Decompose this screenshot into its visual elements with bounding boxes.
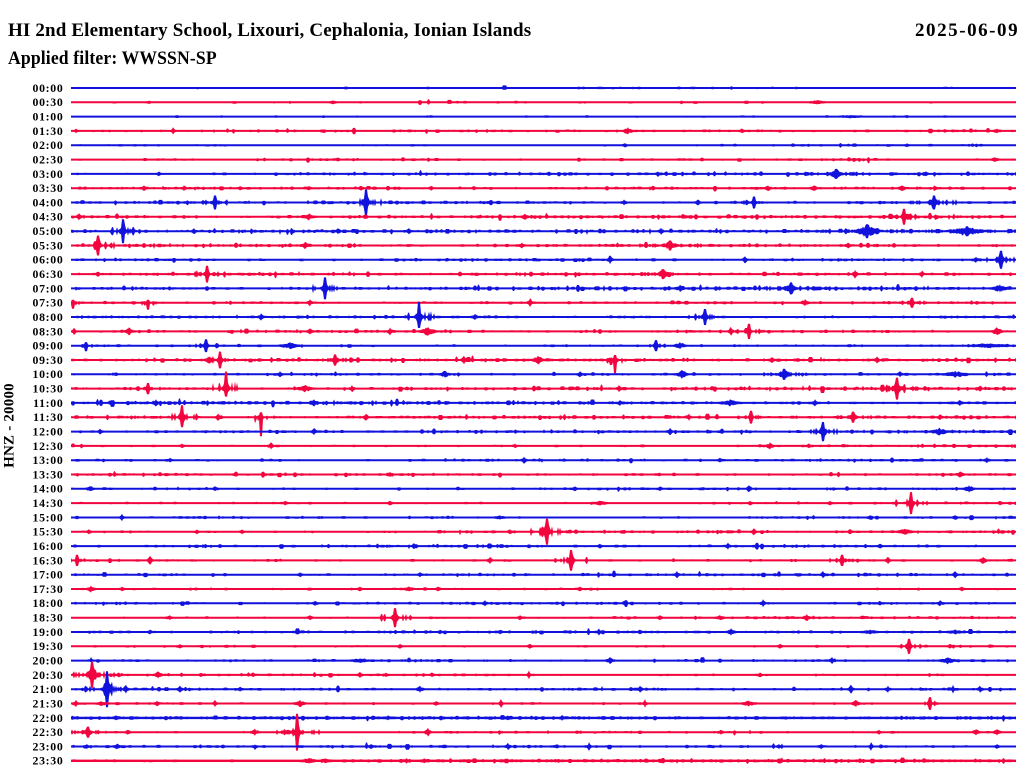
svg-text:18:30: 18:30 xyxy=(32,611,63,625)
svg-text:14:00: 14:00 xyxy=(32,482,63,496)
svg-text:22:30: 22:30 xyxy=(32,725,63,739)
svg-text:03:00: 03:00 xyxy=(32,167,63,181)
svg-text:09:30: 09:30 xyxy=(32,353,63,367)
svg-text:05:00: 05:00 xyxy=(32,224,63,238)
svg-text:11:00: 11:00 xyxy=(33,396,63,410)
svg-text:08:00: 08:00 xyxy=(32,310,63,324)
svg-text:21:30: 21:30 xyxy=(32,696,63,710)
svg-text:15:00: 15:00 xyxy=(32,510,63,524)
svg-text:19:00: 19:00 xyxy=(32,625,63,639)
svg-text:04:30: 04:30 xyxy=(32,210,63,224)
svg-text:07:00: 07:00 xyxy=(32,281,63,295)
svg-text:13:30: 13:30 xyxy=(32,467,63,481)
svg-text:20:00: 20:00 xyxy=(32,654,63,668)
svg-text:16:30: 16:30 xyxy=(32,553,63,567)
svg-text:09:00: 09:00 xyxy=(32,339,63,353)
svg-text:01:30: 01:30 xyxy=(32,124,63,138)
svg-text:18:00: 18:00 xyxy=(32,596,63,610)
svg-text:15:30: 15:30 xyxy=(32,525,63,539)
svg-text:00:00: 00:00 xyxy=(32,81,63,95)
svg-text:13:00: 13:00 xyxy=(32,453,63,467)
svg-text:19:30: 19:30 xyxy=(32,639,63,653)
svg-text:02:30: 02:30 xyxy=(32,153,63,167)
svg-text:00:30: 00:30 xyxy=(32,95,63,109)
svg-text:06:30: 06:30 xyxy=(32,267,63,281)
svg-text:11:30: 11:30 xyxy=(33,410,63,424)
svg-text:10:00: 10:00 xyxy=(32,367,63,381)
svg-text:23:30: 23:30 xyxy=(32,754,63,768)
svg-text:16:00: 16:00 xyxy=(32,539,63,553)
svg-text:12:30: 12:30 xyxy=(32,439,63,453)
svg-text:05:30: 05:30 xyxy=(32,238,63,252)
svg-text:21:00: 21:00 xyxy=(32,682,63,696)
svg-text:17:00: 17:00 xyxy=(32,568,63,582)
svg-text:04:00: 04:00 xyxy=(32,195,63,209)
svg-text:20:30: 20:30 xyxy=(32,668,63,682)
svg-text:14:30: 14:30 xyxy=(32,496,63,510)
svg-text:08:30: 08:30 xyxy=(32,324,63,338)
svg-text:22:00: 22:00 xyxy=(32,711,63,725)
svg-text:02:00: 02:00 xyxy=(32,138,63,152)
svg-text:06:00: 06:00 xyxy=(32,253,63,267)
svg-text:01:00: 01:00 xyxy=(32,110,63,124)
svg-text:10:30: 10:30 xyxy=(32,382,63,396)
svg-text:07:30: 07:30 xyxy=(32,296,63,310)
svg-text:23:00: 23:00 xyxy=(32,739,63,753)
svg-text:17:30: 17:30 xyxy=(32,582,63,596)
svg-text:03:30: 03:30 xyxy=(32,181,63,195)
svg-text:12:00: 12:00 xyxy=(32,425,63,439)
